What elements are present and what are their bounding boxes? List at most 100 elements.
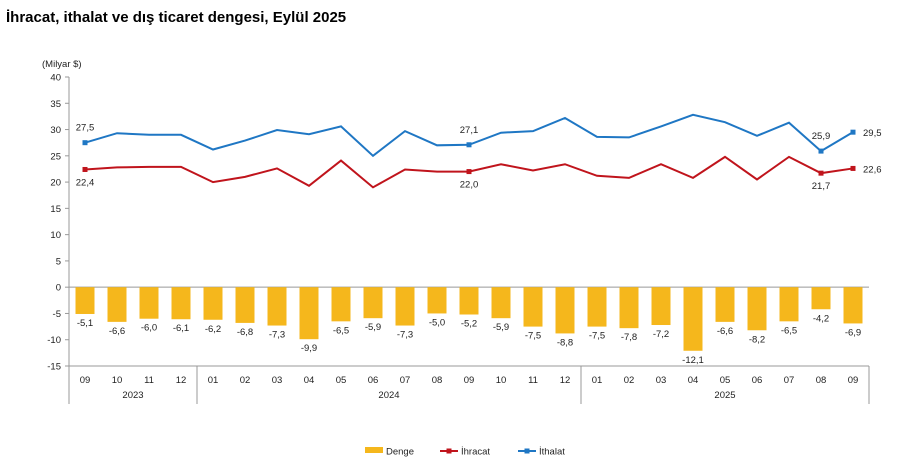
y-tick-label: 25 [50,151,61,162]
year-label: 2025 [714,390,735,401]
point-data-label: 27,5 [76,123,95,134]
bar-denge [363,287,383,319]
x-tick-label: 07 [400,375,411,386]
bar-denge [331,287,351,322]
x-tick-label: 03 [656,375,667,386]
line-marker [850,165,856,171]
bar-denge [811,287,831,310]
x-tick-label: 12 [176,375,187,386]
y-tick-label: -10 [47,335,61,346]
x-tick-label: 06 [752,375,763,386]
y-tick-label: -5 [53,309,61,320]
line-marker [82,166,88,172]
bar-denge [427,287,447,314]
x-tick-label: 01 [208,375,219,386]
y-tick-label: 15 [50,204,61,215]
legend-label: Denge [386,447,414,458]
x-tick-label: 10 [112,375,123,386]
bar-data-label: -7,8 [621,332,637,343]
bar-data-label: -7,5 [589,331,605,342]
bar-data-label: -6,0 [141,323,157,334]
bar-data-label: -6,1 [173,323,189,334]
x-tick-label: 12 [560,375,571,386]
bar-denge [107,287,127,322]
y-tick-label: 35 [50,99,61,110]
bar-denge [843,287,863,324]
x-tick-label: 04 [688,375,699,386]
x-tick-label: 03 [272,375,283,386]
bar-denge [203,287,223,320]
bar-denge [75,287,95,314]
point-data-label: 22,4 [76,177,95,188]
bar-denge [491,287,511,319]
x-tick-label: 05 [720,375,731,386]
x-tick-label: 05 [336,375,347,386]
y-tick-label: 0 [56,283,61,294]
x-tick-label: 11 [144,375,154,386]
legend-label: İthalat [539,447,565,458]
bar-data-label: -6,8 [237,327,253,338]
bar-denge [139,287,159,319]
bar-data-label: -7,2 [653,329,669,340]
chart-title: İhracat, ithalat ve dış ticaret dengesi,… [6,9,347,26]
y-tick-label: 5 [56,256,61,267]
bar-denge [523,287,543,327]
legend-marker [446,448,452,454]
x-tick-label: 07 [784,375,795,386]
bar-data-label: -5,0 [429,317,445,328]
bar-data-label: -7,3 [397,330,413,341]
year-label: 2024 [378,390,399,401]
bar-denge [619,287,639,329]
bar-denge [459,287,479,315]
x-tick-label: 10 [496,375,507,386]
point-data-label: 25,9 [812,131,831,142]
x-tick-label: 09 [848,375,859,386]
x-tick-label: 01 [592,375,603,386]
bar-data-label: -8,8 [557,337,573,348]
x-tick-label: 11 [528,375,538,386]
bar-denge [747,287,767,331]
bar-data-label: -6,5 [333,325,349,336]
point-data-label: 22,6 [863,164,882,175]
y-tick-label: 20 [50,178,61,189]
bar-data-label: -5,1 [77,318,93,329]
point-data-label: 27,1 [460,125,479,136]
bar-data-label: -6,5 [781,325,797,336]
bar-data-label: -7,3 [269,330,285,341]
bar-data-label: -6,9 [845,327,861,338]
y-tick-label: 30 [50,125,61,136]
x-tick-label: 09 [80,375,91,386]
x-tick-label: 04 [304,375,315,386]
x-tick-label: 02 [624,375,635,386]
bar-denge [715,287,735,322]
x-tick-label: 08 [816,375,827,386]
bar-data-label: -12,1 [682,355,704,366]
line-marker [818,170,824,176]
bar-denge [267,287,287,326]
point-data-label: 21,7 [812,181,831,192]
line-marker [466,142,472,148]
y-axis-unit-label: (Milyar $) [42,59,82,70]
bar-data-label: -5,9 [493,322,509,333]
point-data-label: 29,5 [863,128,882,139]
bar-denge [651,287,671,326]
bar-denge [779,287,799,322]
line-marker [466,169,472,175]
y-tick-label: -15 [47,362,61,373]
bar-data-label: -8,2 [749,334,765,345]
bar-denge [555,287,575,334]
legend-marker [524,448,530,454]
bar-denge [395,287,415,326]
line-marker [850,129,856,135]
line-marker [82,140,88,146]
bar-data-label: -6,6 [717,326,733,337]
year-label: 2023 [122,390,143,401]
bar-data-label: -5,2 [461,319,477,330]
x-tick-label: 09 [464,375,475,386]
x-tick-label: 06 [368,375,379,386]
bar-data-label: -9,9 [301,343,317,354]
bar-data-label: -6,2 [205,324,221,335]
legend-label: İhracat [461,447,490,458]
